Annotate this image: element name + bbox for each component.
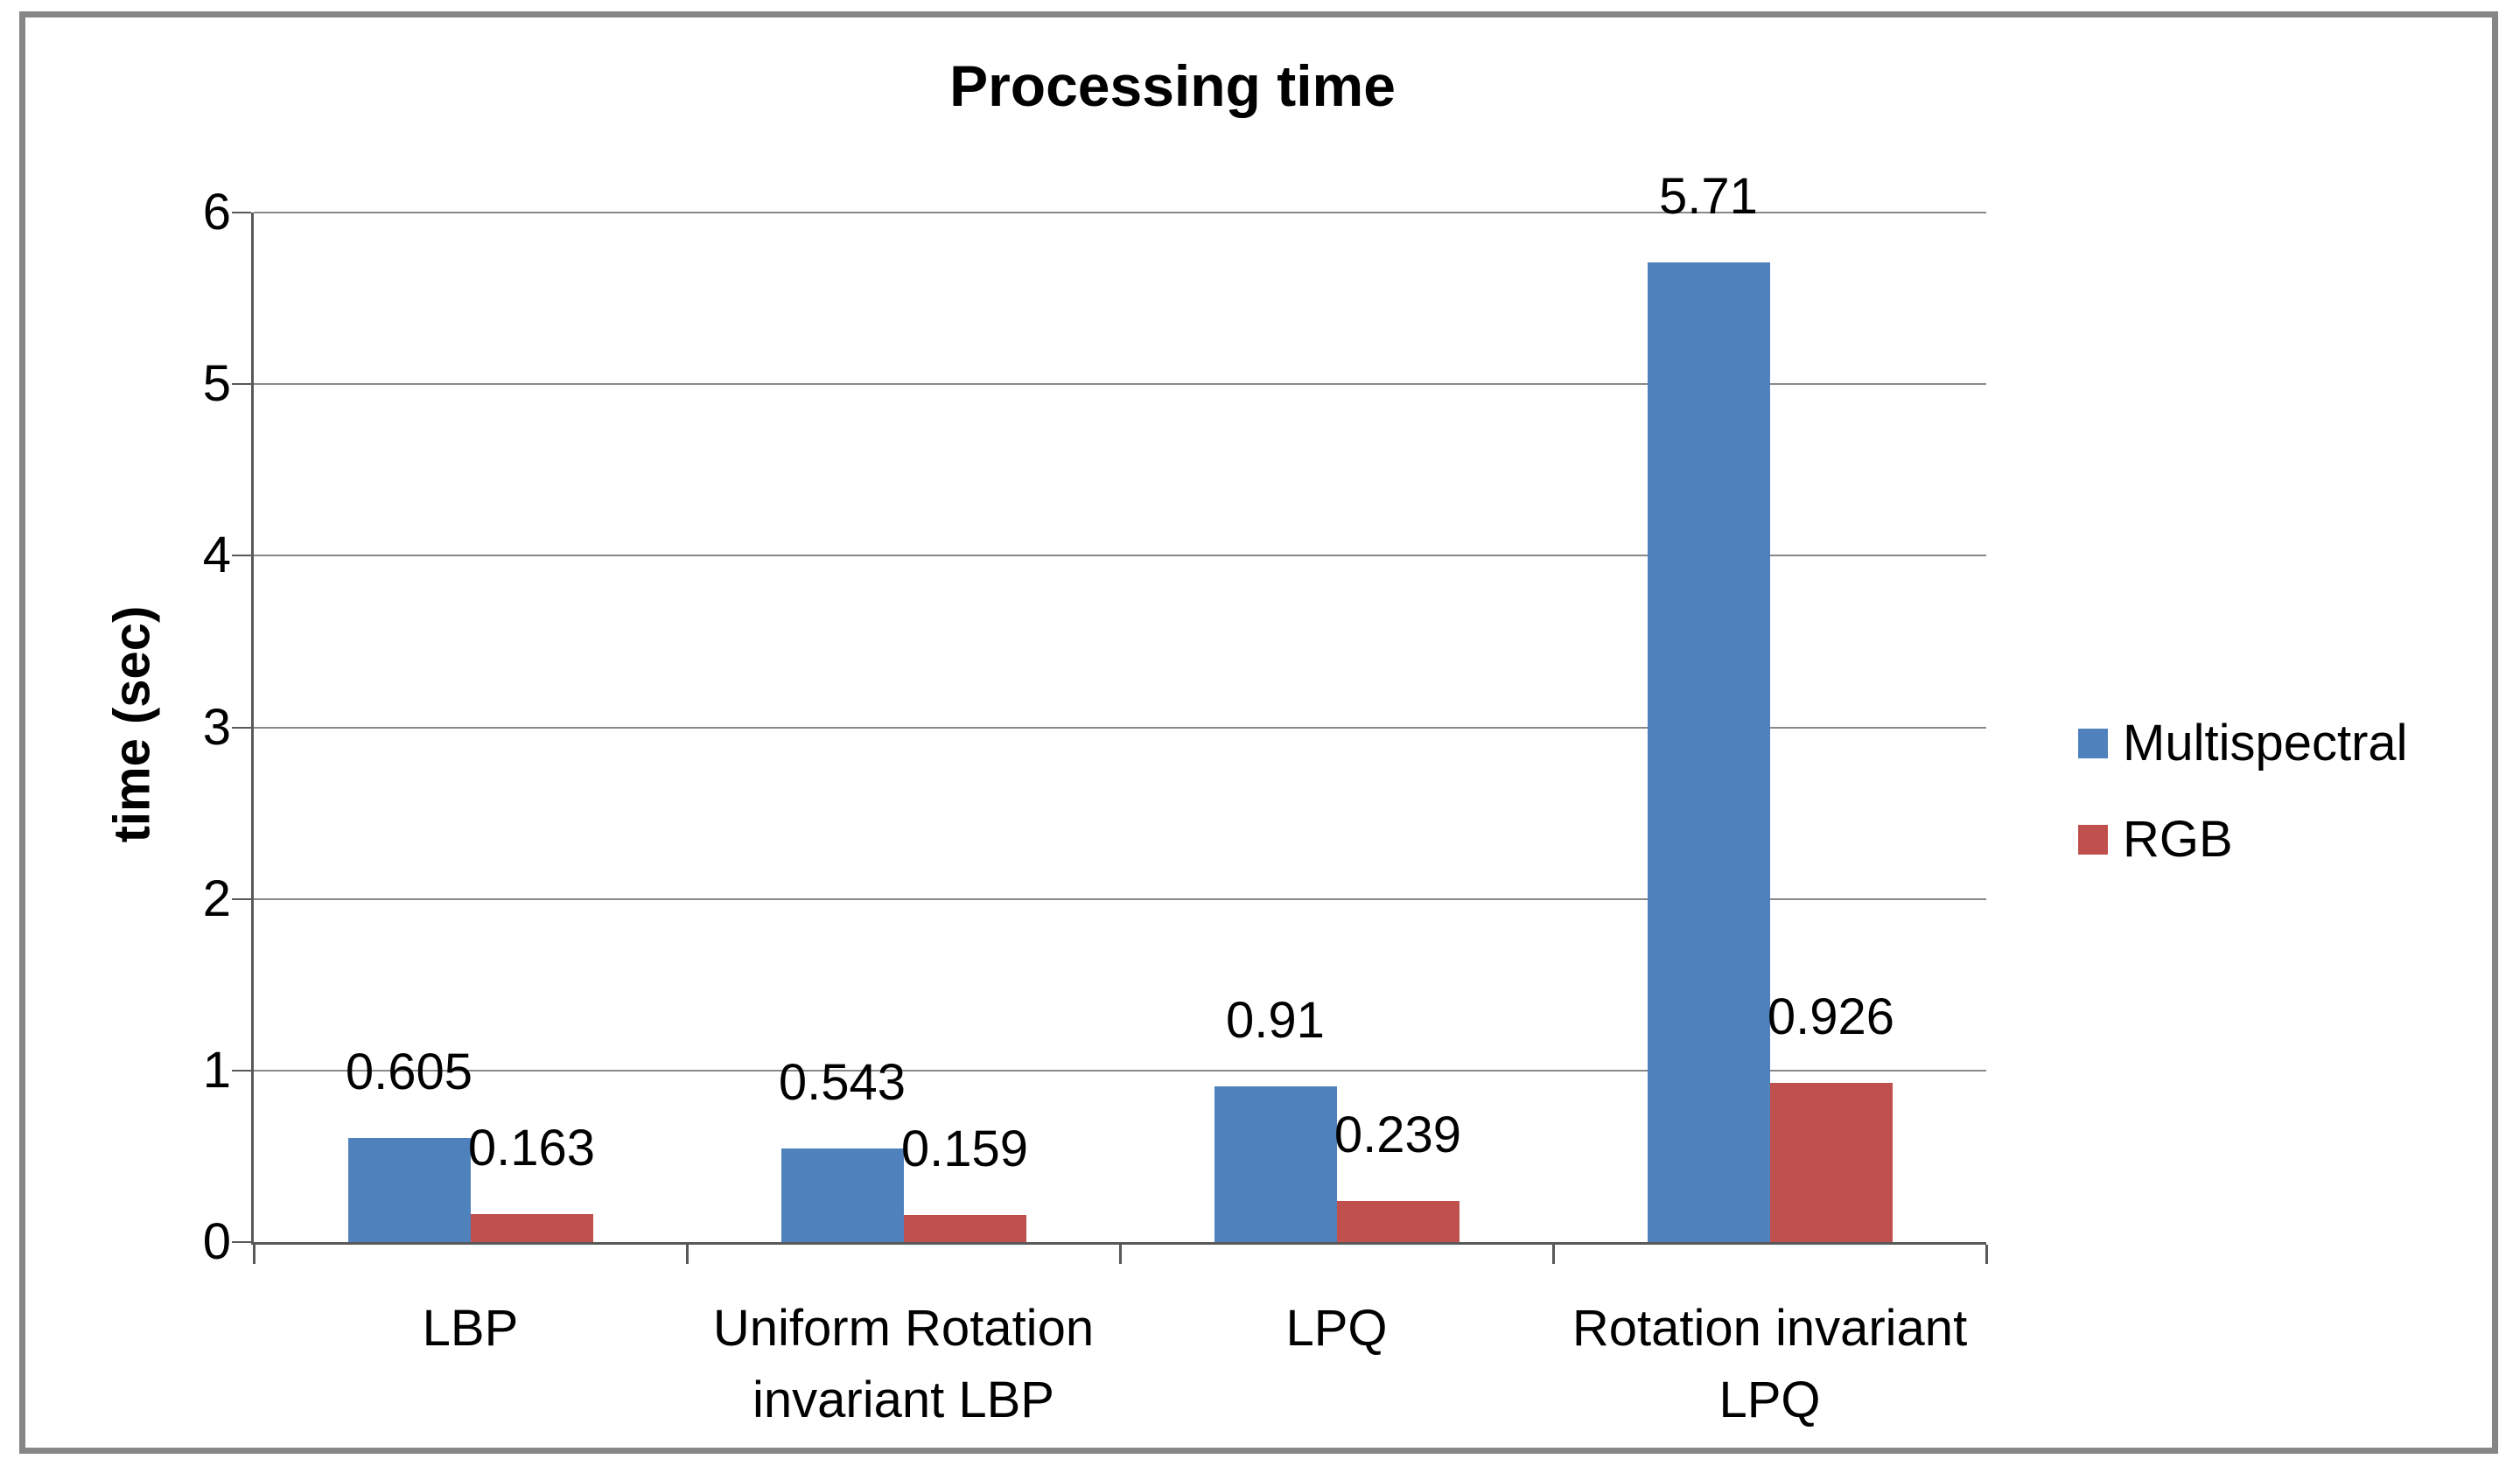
y-tick-label: 1 bbox=[202, 1041, 231, 1099]
bar-multispectral-lpq bbox=[1214, 1086, 1337, 1242]
bar-value-label: 0.91 bbox=[1226, 991, 1325, 1049]
bar-value-label: 0.163 bbox=[467, 1120, 596, 1177]
legend-item-rgb: RGB bbox=[2078, 812, 2408, 868]
y-axis-line bbox=[251, 213, 254, 1242]
legend-label: RGB bbox=[2123, 811, 2233, 868]
bar-value-label: 5.71 bbox=[1659, 167, 1758, 225]
x-axis-tick bbox=[1984, 1245, 1988, 1264]
y-tick-label: 2 bbox=[202, 869, 231, 927]
y-tick-label: 4 bbox=[202, 527, 231, 584]
y-axis-tick bbox=[232, 897, 251, 900]
y-tick-label: 5 bbox=[202, 355, 231, 413]
legend: Multispectral RGB bbox=[2078, 716, 2408, 908]
legend-item-multispectral: Multispectral bbox=[2078, 716, 2408, 771]
legend-swatch-rgb bbox=[2078, 825, 2108, 855]
gridline-y-2 bbox=[254, 897, 1986, 900]
category-label: Uniform Rotation invariant LBP bbox=[712, 1300, 1095, 1429]
bar-multispectral-lbp bbox=[347, 1138, 471, 1242]
x-axis-tick bbox=[252, 1245, 256, 1264]
y-axis-title: time (sec) bbox=[103, 605, 161, 843]
bar-value-label: 0.605 bbox=[345, 1044, 473, 1101]
bar-multispectral-rotation-invariant-lpq bbox=[1647, 262, 1770, 1242]
bar-value-label: 0.926 bbox=[1767, 988, 1895, 1046]
category-label: Rotation invariant LPQ bbox=[1572, 1300, 1968, 1429]
bar-rgb-lbp bbox=[470, 1214, 593, 1242]
y-axis-tick bbox=[232, 383, 251, 386]
x-axis-tick bbox=[1551, 1245, 1555, 1264]
bar-value-label: 0.543 bbox=[778, 1054, 906, 1112]
y-axis-tick bbox=[232, 212, 251, 213]
y-tick-label: 6 bbox=[202, 184, 231, 241]
bar-rgb-rotation-invariant-lpq bbox=[1769, 1083, 1893, 1242]
gridline-y-3 bbox=[254, 726, 1986, 729]
x-axis-tick bbox=[1118, 1245, 1122, 1264]
bar-rgb-lpq bbox=[1336, 1201, 1460, 1242]
bar-multispectral-uniform-rotation-invariant-lbp bbox=[780, 1148, 904, 1242]
y-tick-label: 0 bbox=[202, 1213, 231, 1270]
bar-value-label: 0.159 bbox=[900, 1120, 1029, 1177]
bar-value-label: 0.239 bbox=[1334, 1107, 1462, 1164]
category-label: LPQ bbox=[1285, 1300, 1388, 1357]
gridline-y-1 bbox=[254, 1069, 1986, 1072]
bar-rgb-uniform-rotation-invariant-lbp bbox=[903, 1214, 1026, 1242]
legend-swatch-multispectral bbox=[2078, 729, 2108, 758]
legend-label: Multispectral bbox=[2123, 715, 2408, 771]
x-axis-tick bbox=[685, 1245, 689, 1264]
y-axis-tick bbox=[232, 555, 251, 557]
category-label: LBP bbox=[422, 1300, 519, 1357]
y-axis-tick bbox=[232, 726, 251, 729]
gridline-y-5 bbox=[254, 383, 1986, 386]
plot-area: 0 1 2 3 4 5 6 0.605 0.543 0.91 5.71 0.163 0.159 0.239… bbox=[203, 171, 1988, 1428]
y-tick-label: 3 bbox=[202, 698, 231, 756]
gridline-y-6 bbox=[254, 212, 1986, 213]
y-axis-tick bbox=[232, 1069, 251, 1072]
x-axis-line bbox=[251, 1242, 1986, 1245]
chart-title: Processing time bbox=[949, 53, 1396, 118]
y-axis-tick bbox=[232, 1241, 251, 1243]
gridline-y-4 bbox=[254, 555, 1986, 557]
